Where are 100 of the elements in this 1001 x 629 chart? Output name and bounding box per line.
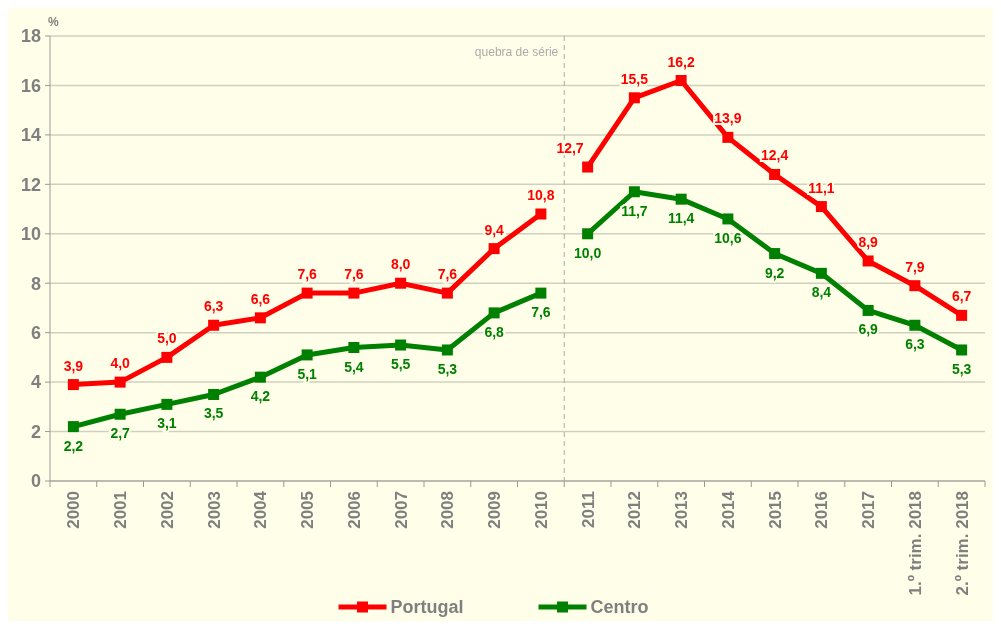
x-tick-label: 2.º trim. 2018: [952, 491, 972, 596]
point: [628, 186, 640, 198]
data-label: 2,7: [110, 425, 131, 442]
data-label: 6,9: [858, 321, 879, 338]
data-label: 7,9: [905, 258, 925, 275]
data-label: 3,9: [63, 357, 84, 374]
x-tick-label: 2001: [111, 491, 131, 529]
data-label: 11,7: [621, 202, 648, 219]
point: [348, 287, 360, 299]
point: [722, 213, 734, 225]
x-tick-label: 2008: [438, 491, 458, 529]
data-label: 10,0: [574, 244, 602, 261]
data-label: 7,6: [344, 266, 364, 283]
point: [114, 376, 126, 388]
data-label: 5,0: [157, 330, 177, 347]
point: [441, 287, 453, 299]
data-label: 13,9: [714, 110, 742, 127]
data-label: 12,4: [761, 147, 789, 164]
point: [395, 339, 407, 351]
x-tick-label: 2003: [204, 491, 224, 529]
legend-label: Centro: [590, 597, 649, 617]
point: [582, 161, 594, 173]
point: [208, 388, 220, 400]
y-axis-title: %: [48, 15, 59, 29]
point: [909, 319, 921, 331]
point: [301, 349, 313, 361]
point: [815, 267, 827, 279]
point: [769, 168, 781, 180]
x-tick-label: 2002: [157, 491, 177, 529]
x-tick-label: 2015: [765, 491, 785, 529]
data-label: 5,1: [297, 365, 318, 382]
point: [395, 277, 407, 289]
x-tick-label: 2010: [531, 491, 551, 529]
data-label: 11,1: [808, 179, 835, 196]
data-label: 7,6: [437, 266, 458, 283]
x-tick-label: 2017: [859, 491, 879, 529]
point: [722, 131, 734, 143]
x-tick-label: 1.º trim. 2018: [905, 491, 925, 596]
data-label: 6,8: [484, 323, 505, 340]
x-tick-label: 2005: [298, 491, 318, 529]
point: [348, 342, 360, 353]
point: [909, 280, 921, 292]
data-label: 15,5: [620, 70, 649, 87]
data-label: 8,9: [858, 233, 879, 250]
x-tick-label: 2013: [672, 491, 692, 529]
y-tick-label: 2: [30, 421, 41, 442]
y-tick-label: 4: [30, 372, 41, 393]
data-label: 6,7: [951, 288, 972, 305]
point: [67, 379, 79, 391]
point: [862, 304, 874, 316]
data-label: 16,2: [667, 53, 695, 70]
data-label: 6,6: [250, 290, 271, 307]
point: [628, 92, 640, 104]
point: [535, 208, 547, 220]
point: [862, 255, 874, 267]
point: [161, 398, 173, 410]
point: [254, 371, 266, 383]
x-tick-label: 2012: [625, 491, 645, 529]
point: [675, 75, 687, 86]
y-tick-label: 10: [20, 224, 41, 245]
point: [956, 344, 968, 356]
x-tick-label: 2011: [578, 491, 598, 528]
data-label: 5,3: [437, 360, 458, 377]
point: [67, 421, 79, 433]
data-label: 5,4: [344, 358, 364, 375]
data-label: 5,3: [951, 360, 972, 377]
x-tick-label: 2000: [64, 491, 84, 529]
x-tick-label: 2014: [718, 490, 738, 529]
y-tick-label: 6: [30, 322, 41, 343]
y-tick-label: 16: [20, 75, 41, 96]
data-label: 12,7: [556, 140, 584, 157]
y-tick-label: 8: [30, 273, 41, 294]
point: [488, 243, 500, 255]
data-label: 3,1: [157, 415, 177, 432]
point: [208, 319, 220, 331]
point: [488, 307, 500, 319]
data-label: 10,8: [527, 187, 555, 203]
data-label: 5,5: [390, 356, 411, 373]
data-label: 7,6: [297, 266, 318, 283]
data-label: 6,3: [203, 298, 224, 315]
point: [535, 287, 547, 299]
data-label: 10,6: [714, 229, 742, 246]
data-label: 4,2: [250, 388, 271, 405]
point: [161, 351, 173, 363]
data-label: 9,2: [764, 264, 785, 281]
point: [582, 228, 594, 240]
x-tick-label: 2004: [251, 490, 271, 529]
x-tick-label: 2009: [485, 491, 505, 529]
x-tick-label: 2006: [344, 491, 364, 529]
point: [956, 309, 968, 321]
data-label: 7,6: [531, 304, 551, 321]
legend-label: Portugal: [390, 597, 464, 617]
point: [675, 193, 687, 205]
point: [769, 248, 781, 260]
data-label: 4,0: [110, 355, 131, 372]
y-tick-label: 14: [20, 125, 41, 146]
data-label: 6,3: [905, 336, 925, 353]
data-label: 9,4: [484, 221, 505, 238]
x-tick-label: 2016: [812, 491, 832, 529]
y-tick-label: 0: [30, 471, 41, 492]
